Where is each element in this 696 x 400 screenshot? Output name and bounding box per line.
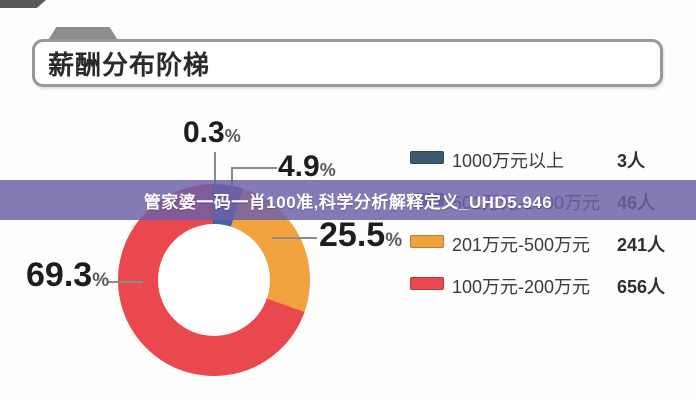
legend-row: 100万元-200万元 656人 [410, 272, 672, 314]
legend-swatch-navy [410, 151, 444, 164]
promo-banner-text: 管家婆一码一肖100准,科学分析解释定义_UHD5.946 [143, 192, 553, 212]
percent-value: 0.3 [183, 116, 225, 149]
legend-label: 201万元-500万元 [452, 235, 591, 255]
leader-line-4-9-horizontal [231, 167, 277, 169]
corner-mark [0, 0, 46, 8]
percent-callout-201-500wan: 25.5% [319, 216, 402, 255]
percent-value: 69.3 [26, 256, 93, 294]
percent-sign: % [224, 126, 241, 146]
legend-row: 1000万元以上 3人 [410, 146, 672, 188]
donut-hole [158, 224, 270, 336]
leader-line-0-3 [214, 152, 216, 186]
title-tab [47, 27, 119, 42]
page-title: 薪酬分布阶梯 [48, 49, 211, 80]
legend-label: 1000万元以上 [452, 151, 565, 171]
legend-swatch-red [410, 277, 444, 290]
percent-callout-1000wan-plus: 0.3% [183, 116, 241, 150]
promo-banner[interactable]: 管家婆一码一肖100准,科学分析解释定义_UHD5.946 [0, 180, 696, 220]
chart-legend: 1000万元以上 3人 501万元-1000万元 46人 201万元-500万元… [410, 146, 672, 314]
leader-line-25-5 [272, 237, 317, 239]
legend-count: 656人 [617, 277, 666, 297]
percent-callout-501-1000wan: 4.9% [278, 150, 336, 184]
percent-value: 25.5 [319, 216, 386, 254]
title-panel: 薪酬分布阶梯 [32, 39, 663, 87]
legend-label: 100万元-200万元 [452, 277, 591, 297]
legend-swatch-orange [410, 235, 444, 248]
percent-callout-100-200wan: 69.3% [26, 256, 109, 295]
leader-line-69-3 [108, 281, 143, 283]
percent-value: 4.9 [278, 150, 320, 183]
percent-sign: % [92, 270, 110, 291]
percent-sign: % [319, 160, 336, 180]
legend-row: 201万元-500万元 241人 [410, 230, 672, 272]
legend-count: 241人 [617, 235, 666, 255]
legend-count: 3人 [617, 151, 646, 171]
percent-sign: % [385, 230, 403, 251]
